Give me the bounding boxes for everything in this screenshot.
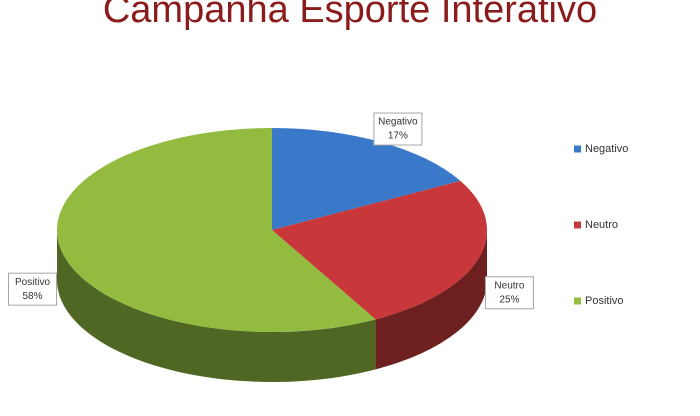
pie-side (57, 230, 376, 382)
data-label-value: 25% (499, 294, 519, 305)
data-label-value: 58% (23, 291, 43, 302)
chart-title: Campanha Esporte Interativo (103, 0, 597, 31)
legend-label: Negativo (585, 143, 628, 155)
data-label-box (8, 272, 58, 306)
pie-side (375, 230, 487, 370)
data-label-box (484, 276, 534, 310)
data-label-name: Positivo (15, 277, 50, 288)
data-label: Positivo 58% (8, 272, 58, 306)
data-label-box (373, 112, 423, 146)
pie-slice (57, 128, 376, 332)
data-label-value: 17% (388, 131, 408, 142)
legend-swatch (574, 145, 581, 153)
legend-swatch (574, 297, 581, 305)
legend-label: Neutro (585, 219, 618, 231)
pie-slice (272, 128, 461, 230)
legend-swatch (574, 221, 581, 229)
pie-slice (272, 180, 487, 320)
data-label: Negativo 17% (373, 112, 423, 146)
legend-label: Positivo (585, 295, 624, 307)
data-label-name: Negativo (378, 117, 418, 128)
data-label: Neutro 25% (484, 276, 534, 310)
data-label-name: Neutro (494, 280, 524, 291)
